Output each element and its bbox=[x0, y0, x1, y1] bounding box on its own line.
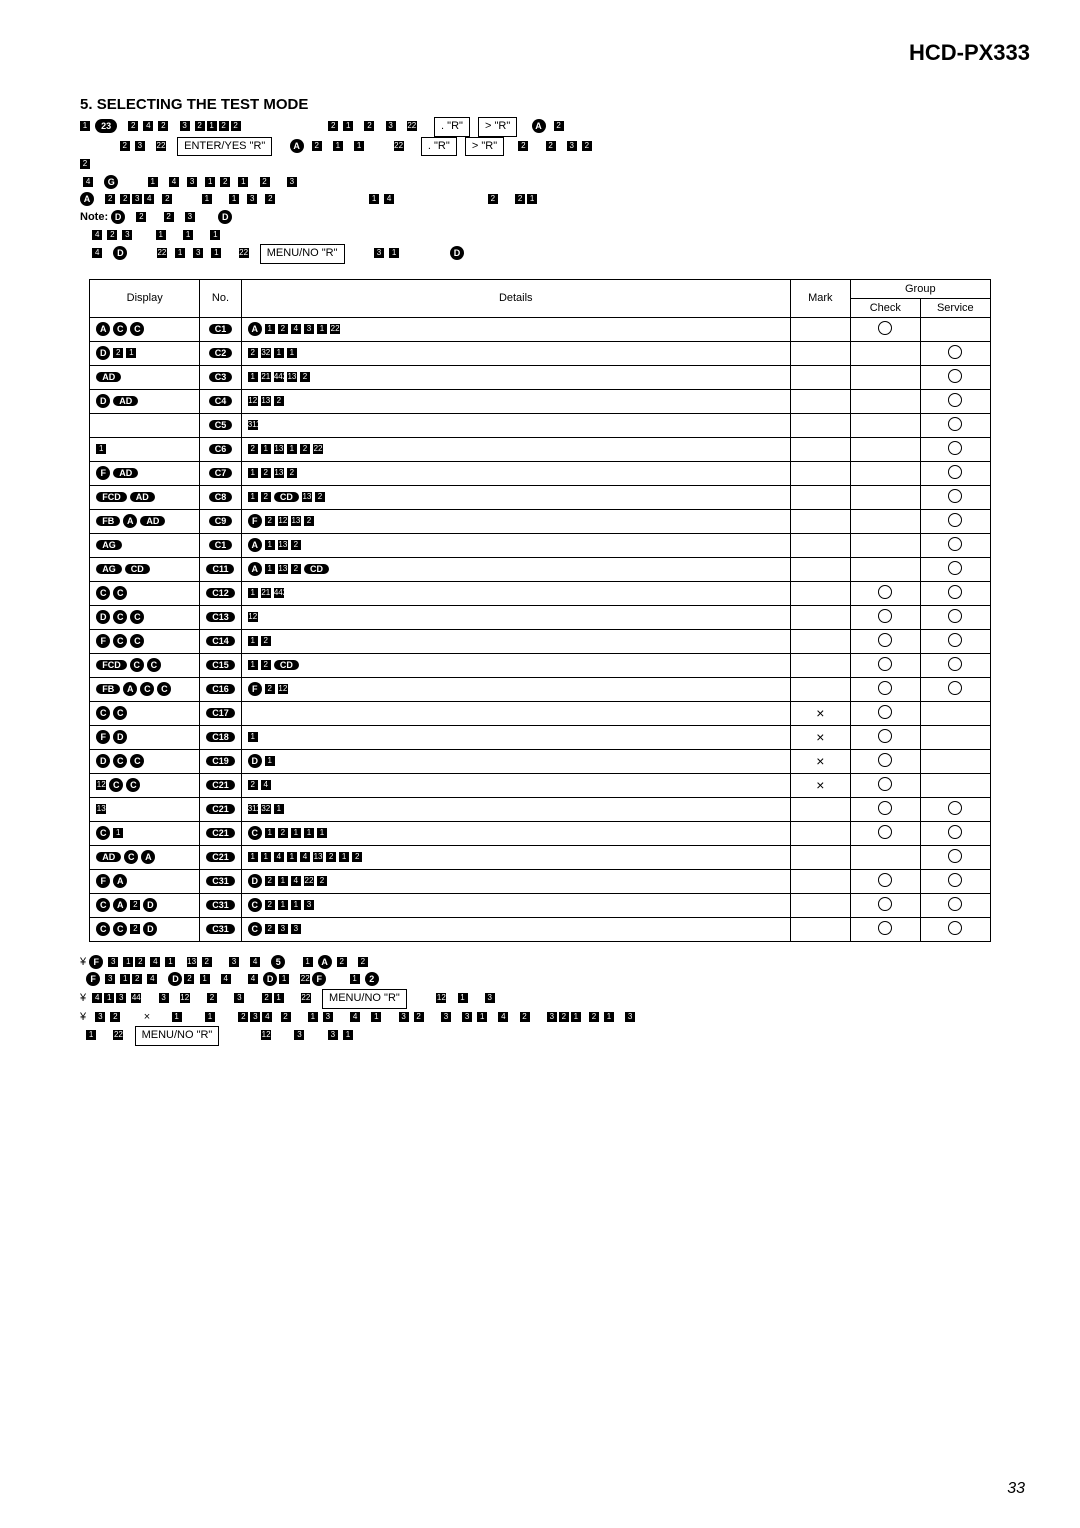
key-menu-no-3: MENU/NO "R" bbox=[135, 1026, 220, 1046]
table-row: F A C31D 2 1 4 22 2 bbox=[90, 869, 991, 893]
model-number: HCD-PX333 bbox=[50, 40, 1030, 66]
table-row: FCD AD C81 2 CD 13 2 bbox=[90, 485, 991, 509]
table-row: F C C C141 2 bbox=[90, 629, 991, 653]
table-row: C 1 C21C 1 2 1 1 1 bbox=[90, 821, 991, 845]
th-details: Details bbox=[241, 279, 790, 317]
table-row: D C C C19D 1 × bbox=[90, 749, 991, 773]
table-row: 13 C21311 32 1 bbox=[90, 797, 991, 821]
section-title-text: SELECTING THE TEST MODE bbox=[97, 96, 309, 113]
table-row: D AD C412 13 2 bbox=[90, 389, 991, 413]
th-group: Group bbox=[850, 279, 990, 298]
table-row: FB A C C C16F 2 12 bbox=[90, 677, 991, 701]
th-mark: Mark bbox=[790, 279, 850, 317]
section-number: 5. bbox=[80, 96, 93, 113]
table-row: C C C121 21 442 bbox=[90, 581, 991, 605]
th-service: Service bbox=[920, 298, 990, 317]
th-check: Check bbox=[850, 298, 920, 317]
key-dot-r-1: . "R" bbox=[434, 117, 470, 137]
page-number: 33 bbox=[1007, 1480, 1025, 1498]
table-row: 1 C62 1 13 1 2 22 bbox=[90, 437, 991, 461]
table-row: D C C C1312 bbox=[90, 605, 991, 629]
test-mode-table: Display No. Details Mark Group Check Ser… bbox=[89, 279, 991, 942]
table-row: F AD C71 2 13 2 bbox=[90, 461, 991, 485]
key-dot-r-2: . "R" bbox=[421, 137, 457, 157]
table-row: C C C17× bbox=[90, 701, 991, 725]
key-menu-no-1: MENU/NO "R" bbox=[260, 244, 345, 264]
table-row: D 2 1 C22 32 1 1 bbox=[90, 341, 991, 365]
table-row: C C 2 D C31C 2 3 3 bbox=[90, 917, 991, 941]
table-row: FB A AD C9F 2 12 13 2 bbox=[90, 509, 991, 533]
table-row: FCD C C C151 2 CD bbox=[90, 653, 991, 677]
section-heading: 5. SELECTING THE TEST MODE bbox=[80, 96, 1030, 113]
table-row: AD C31 21 442 13 2 bbox=[90, 365, 991, 389]
table-row: A C C C1A 1 2 4 3 1 22 bbox=[90, 317, 991, 341]
note-label: Note: bbox=[80, 211, 108, 223]
table-row: AG CD C11A 1 13 2 CD bbox=[90, 557, 991, 581]
table-row: AD C A C211 1 4 1 4 13 2 1 2 bbox=[90, 845, 991, 869]
th-no: No. bbox=[200, 279, 242, 317]
table-row: C5311 bbox=[90, 413, 991, 437]
key-enter-yes: ENTER/YES "R" bbox=[177, 137, 272, 157]
table-row: F D C181 × bbox=[90, 725, 991, 749]
footer-notes: ¥ F 3 12 4 1 13 2 3 4 5 1 A 2 2 F 3 12 4… bbox=[80, 954, 1030, 1046]
key-menu-no-2: MENU/NO "R" bbox=[322, 989, 407, 1009]
key-gt-r-2: > "R" bbox=[465, 137, 504, 157]
table-row: 12 C C C212 4 × bbox=[90, 773, 991, 797]
key-gt-r-1: > "R" bbox=[478, 117, 517, 137]
table-row: AG C1A 1 13 2 bbox=[90, 533, 991, 557]
table-row: C A 2 D C31C 2 1 1 3 bbox=[90, 893, 991, 917]
intro-text-block: 1 23 2 4 2 3 2122 2 1 2 3 22 . "R" > "R"… bbox=[80, 117, 1030, 264]
th-display: Display bbox=[90, 279, 200, 317]
